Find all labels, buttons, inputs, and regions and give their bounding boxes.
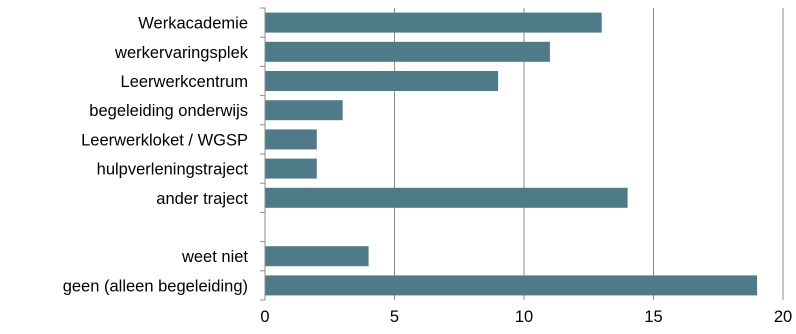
x-tick-label: 15	[644, 308, 662, 326]
category-label: Leerwerkcentrum	[121, 73, 248, 91]
category-label: Werkacademie	[138, 15, 248, 33]
bar	[265, 71, 499, 91]
category-label: ander traject	[156, 190, 248, 208]
category-label: begeleiding onderwijs	[89, 102, 248, 120]
bar	[265, 187, 628, 208]
category-label: werkervaringsplek	[114, 44, 249, 62]
category-label: weet niet	[181, 248, 248, 266]
category-label: geen (alleen begeleiding)	[63, 277, 248, 295]
category-label: hulpverleningstraject	[97, 161, 249, 179]
bar	[265, 12, 602, 33]
bar	[265, 246, 369, 267]
x-tick-label: 0	[260, 308, 269, 326]
category-label: Leerwerkloket / WGSP	[81, 131, 248, 149]
bar	[265, 275, 758, 296]
x-tick-label: 10	[515, 308, 533, 326]
x-tick-labels: 0 5 10 15 20	[260, 308, 792, 326]
x-tick-label: 20	[774, 308, 792, 326]
axes	[260, 7, 266, 301]
category-labels: Werkacademie werkervaringsplek Leerwerkcen…	[63, 15, 249, 296]
bar	[265, 41, 550, 62]
bar	[265, 158, 317, 179]
bar	[265, 129, 317, 150]
x-tick-label: 5	[390, 308, 399, 326]
bars	[265, 12, 758, 296]
bar	[265, 100, 343, 121]
